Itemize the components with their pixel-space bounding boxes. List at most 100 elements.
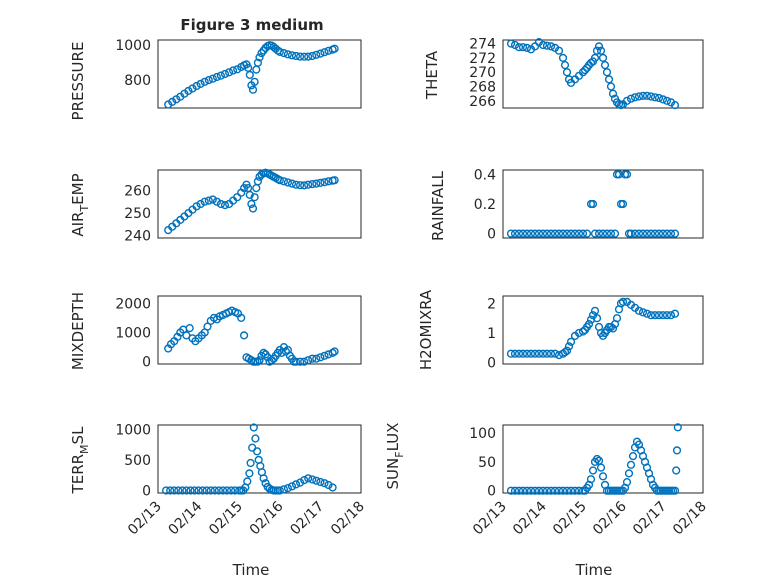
- data-point-pressure: [196, 79, 205, 89]
- data-point-theta: [626, 94, 636, 103]
- data-point-theta: [658, 95, 668, 104]
- y-tick-label-theta: 270: [469, 65, 496, 81]
- data-point-h2omixra: [642, 309, 652, 318]
- data-point-pressure: [300, 52, 309, 61]
- data-point-theta: [522, 43, 532, 53]
- data-point-rainfall: [606, 229, 616, 238]
- data-point-pressure: [184, 86, 193, 96]
- panel-rainfall: RAINFALL: [429, 170, 447, 241]
- data-point-rainfall: [662, 229, 672, 238]
- data-point-sun-flux: [570, 486, 580, 495]
- data-point-terr-msl: [253, 447, 262, 456]
- y-axis-label-rainfall: RAINFALL: [429, 170, 447, 241]
- data-point-h2omixra: [560, 348, 570, 357]
- data-point-rainfall: [542, 229, 552, 238]
- x-tick-label-sun-flux: 02/18: [670, 499, 710, 539]
- data-point-h2omixra: [566, 337, 576, 346]
- data-point-h2omixra: [666, 311, 676, 320]
- data-point-rainfall: [650, 229, 660, 238]
- data-point-terr-msl: [194, 486, 203, 495]
- data-point-sun-flux: [558, 486, 568, 495]
- y-tick-label-mixdepth: 0: [142, 355, 151, 371]
- data-point-terr-msl: [251, 434, 260, 443]
- data-point-pressure: [255, 53, 264, 62]
- data-point-rainfall: [510, 229, 520, 238]
- data-point-sun-flux: [562, 486, 572, 495]
- data-point-rainfall: [658, 229, 668, 238]
- data-point-theta: [642, 91, 652, 100]
- data-point-h2omixra: [510, 349, 520, 358]
- data-point-air-temp: [300, 181, 309, 190]
- data-point-sun-flux: [550, 486, 560, 495]
- data-point-rainfall: [526, 229, 536, 238]
- y-tick-label-terr-msl: 0: [142, 484, 151, 500]
- data-point-terr-msl: [186, 486, 195, 495]
- data-point-h2omixra: [542, 349, 552, 358]
- data-point-h2omixra: [592, 314, 602, 323]
- y-tick-label-pressure: 1000: [115, 38, 151, 54]
- data-point-h2omixra: [658, 311, 668, 320]
- y-tick-label-theta: 274: [469, 37, 496, 53]
- data-point-pressure: [250, 77, 259, 86]
- data-point-theta: [622, 96, 632, 105]
- data-point-theta: [650, 93, 660, 102]
- y-axis-label-air-temp-part2: EMP: [69, 173, 87, 204]
- data-point-rainfall: [538, 229, 548, 238]
- data-point-mixdepth: [304, 356, 313, 365]
- data-point-sun-flux: [672, 446, 682, 455]
- data-point-h2omixra: [546, 349, 556, 358]
- data-point-sun-flux: [592, 454, 602, 464]
- data-point-h2omixra: [530, 349, 540, 358]
- data-point-h2omixra: [618, 297, 628, 307]
- data-point-terr-msl: [296, 478, 305, 487]
- data-point-theta: [538, 40, 548, 50]
- y-axis-label-terr-msl: TERRMSL: [69, 426, 91, 495]
- data-point-sun-flux: [534, 486, 544, 495]
- data-point-rainfall: [518, 229, 528, 238]
- data-point-terr-msl: [218, 486, 228, 495]
- data-point-rainfall: [610, 229, 620, 238]
- data-point-air-temp: [233, 193, 242, 202]
- data-point-terr-msl: [166, 486, 175, 495]
- data-point-terr-msl: [287, 482, 297, 491]
- plot-pressure: 800 1000: [115, 38, 362, 109]
- data-point-terr-msl: [320, 479, 329, 488]
- data-point-theta: [634, 92, 644, 101]
- data-point-rainfall: [622, 170, 632, 179]
- data-point-mixdepth: [281, 347, 291, 356]
- x-tick-label-sun-flux: 02/16: [590, 498, 630, 538]
- data-point-rainfall: [588, 199, 598, 209]
- plot-h2omixra: 0 1 2: [487, 295, 704, 372]
- data-point-air-temp: [220, 201, 230, 210]
- data-point-air-temp: [245, 190, 254, 200]
- data-point-h2omixra: [662, 311, 672, 320]
- data-point-sun-flux: [628, 452, 638, 461]
- data-point-mixdepth: [237, 313, 246, 323]
- data-point-theta: [602, 68, 612, 77]
- data-point-theta: [514, 43, 524, 52]
- data-point-air-temp: [308, 180, 317, 189]
- data-point-air-temp: [320, 178, 329, 187]
- data-point-pressure: [204, 75, 213, 85]
- data-point-pressure: [168, 97, 177, 107]
- data-point-rainfall: [638, 229, 648, 238]
- data-point-terr-msl: [246, 458, 255, 468]
- data-point-rainfall: [626, 229, 636, 238]
- data-point-theta: [594, 42, 604, 51]
- data-point-theta: [560, 60, 570, 70]
- data-point-sun-flux: [622, 478, 632, 487]
- data-point-rainfall: [666, 229, 676, 238]
- data-point-pressure: [304, 52, 313, 61]
- data-point-h2omixra: [612, 314, 622, 323]
- data-point-terr-msl: [249, 423, 258, 432]
- data-point-h2omixra: [534, 349, 544, 358]
- data-point-air-temp: [200, 197, 209, 206]
- data-point-theta: [608, 89, 618, 98]
- data-point-air-temp: [275, 176, 284, 185]
- data-point-theta: [646, 92, 656, 101]
- data-point-rainfall: [646, 229, 656, 238]
- x-axis-label-left: Time: [232, 561, 270, 579]
- data-point-terr-msl: [227, 486, 236, 495]
- x-tick-label-terr-msl: 02/13: [125, 499, 165, 539]
